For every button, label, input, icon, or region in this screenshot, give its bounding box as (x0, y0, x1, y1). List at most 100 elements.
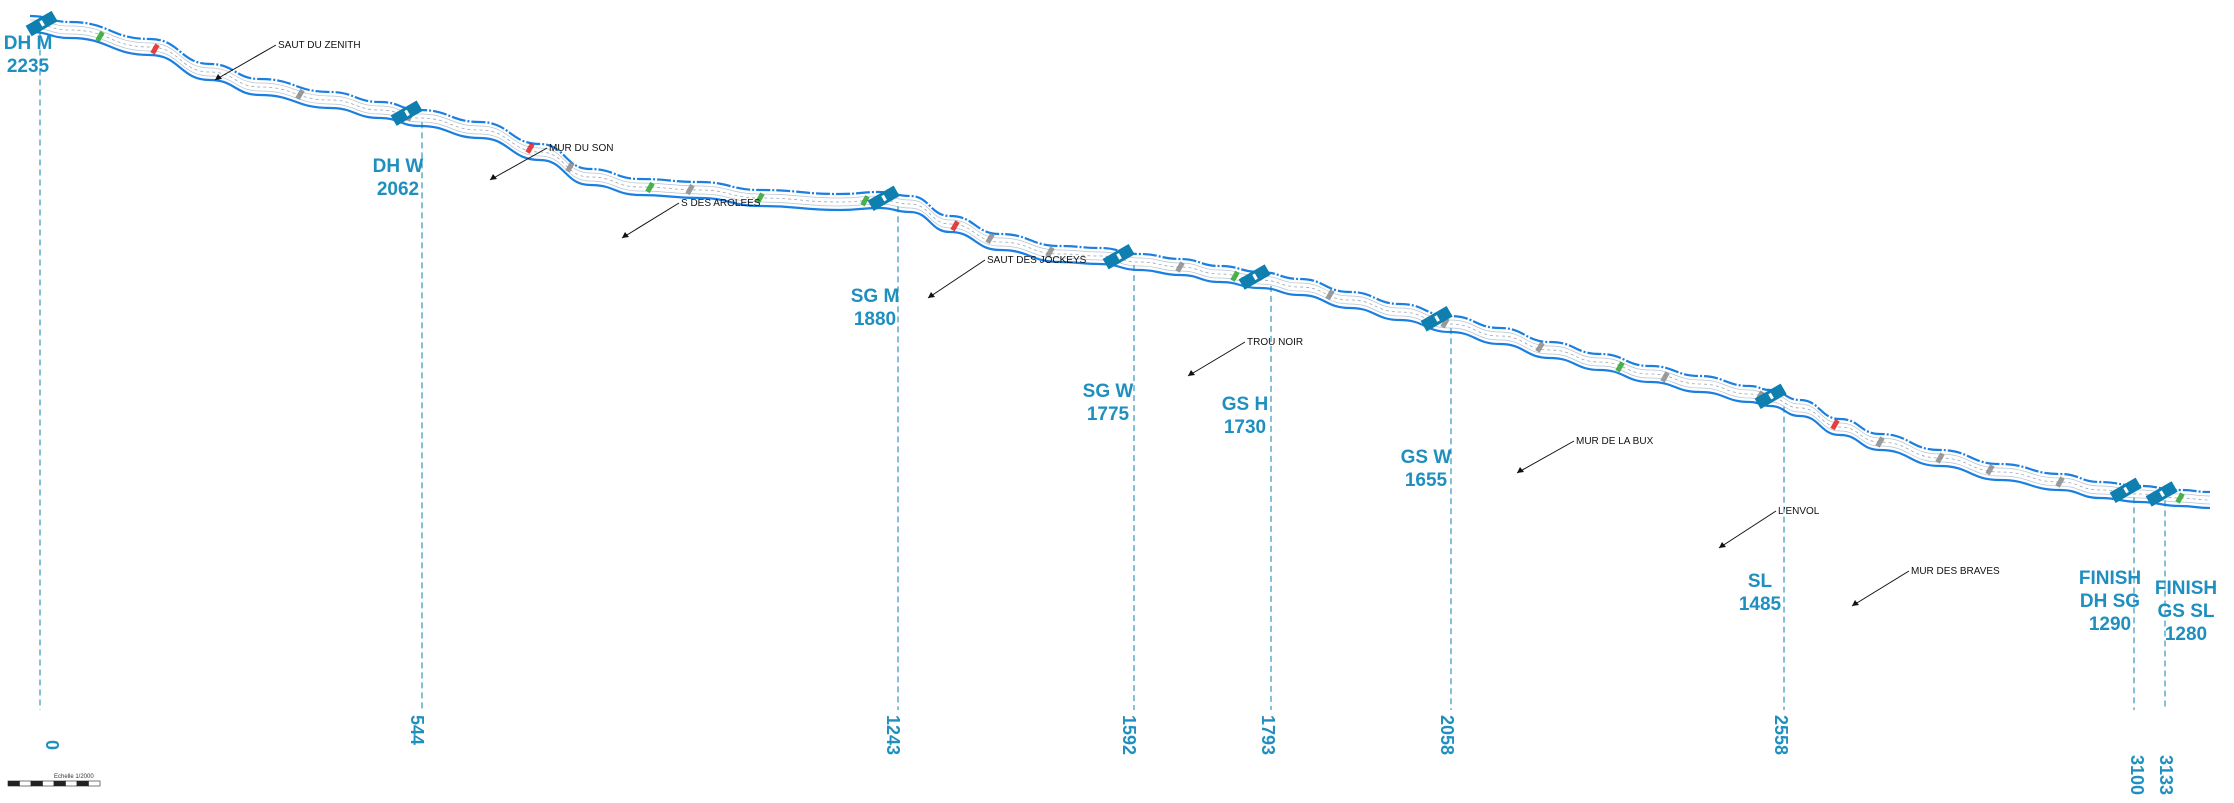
distance-label-finish-gs-sl: 3133 (2156, 755, 2176, 795)
gate-mark (2123, 486, 2129, 494)
section-pointer (1187, 341, 1246, 377)
section-label: MUR DU SON (549, 143, 613, 154)
scale-segment (7, 780, 20, 787)
section-pointer (489, 147, 548, 181)
gate-mark (39, 19, 45, 27)
gate-label-sl: SL 1485 (1739, 571, 1782, 615)
scale-segment (53, 780, 66, 787)
section-callout-mur-de-la-bux: MUR DE LA BUX (1516, 436, 1654, 474)
slope-marker (295, 88, 305, 101)
slope-marker (150, 43, 160, 55)
section-callout-saut-du-zenith: SAUT DU ZENITH (214, 40, 361, 81)
gate-labels: DH M 2235 DH W 2062 SG M 1880 SG W 1775 GS H 1730… (4, 33, 2217, 645)
distance-label-sl: 2558 (1771, 715, 1791, 755)
gate-altitude: 2235 (7, 56, 50, 77)
section-arrowhead (490, 174, 497, 180)
section-pointer (1718, 510, 1777, 549)
gate-name: FINISH (2079, 568, 2141, 589)
distance-label-finish-dh-sg: 3100 (2127, 755, 2147, 795)
section-label: SAUT DU ZENITH (278, 40, 361, 51)
section-arrowhead (215, 74, 222, 80)
slope-marker (95, 30, 105, 42)
slope-marker-tick (525, 142, 535, 154)
slope-marker-tick (1230, 270, 1240, 282)
scale-segment (19, 780, 32, 787)
slope-marker-tick (1535, 341, 1545, 353)
section-pointer (214, 44, 277, 81)
section-callout-saut-des-jockeys: SAUT DES JOCKEYS (927, 255, 1087, 299)
gate-dh-m (25, 10, 58, 37)
gate-label-finish-gs-sl: FINISH GS SL 1280 (2155, 578, 2217, 645)
gate-label-gs-h: GS H 1730 (1222, 394, 1268, 438)
distance-label-dh-m: 0 (42, 740, 62, 750)
gate-label-sg-m: SG M 1880 (851, 286, 900, 330)
slope-marker (1535, 341, 1545, 353)
fence-inner-line (29, 19, 2211, 497)
slope-marker-tick (860, 195, 870, 207)
slope-marker-tick (685, 183, 695, 196)
course-lower-edge (29, 30, 2211, 510)
slope-marker (685, 183, 695, 196)
gate-sl (1754, 383, 1787, 409)
section-label: TROU NOIR (1247, 337, 1303, 348)
gate-altitude: 2062 (377, 179, 419, 200)
slope-marker (1045, 246, 1055, 258)
gate-name: FINISH (2155, 578, 2217, 599)
gate-name: GS H (1222, 394, 1268, 415)
scale-segment (76, 780, 89, 787)
slope-marker-tick (755, 192, 765, 204)
slope-marker (1935, 452, 1945, 464)
section-arrowhead (1188, 370, 1195, 376)
slope-marker (2055, 476, 2065, 488)
gate-mark (1768, 392, 1774, 400)
slope-marker-tick (1875, 436, 1885, 448)
slope-marker-tick (1615, 361, 1625, 373)
section-callout-mur-du-son: MUR DU SON (489, 143, 613, 181)
slope-marker-tick (150, 43, 160, 55)
fence-outer-line (29, 27, 2211, 505)
distance-label-gs-w: 2058 (1437, 715, 1457, 755)
slope-marker (565, 161, 575, 173)
gate-name: GS W (1401, 447, 1452, 468)
gate-altitude: 1485 (1739, 594, 1782, 615)
slope-marker (645, 181, 655, 194)
gate-name: DH SG (2080, 591, 2140, 612)
distance-label-sg-w: 1592 (1119, 715, 1139, 755)
slope-marker-tick (1440, 317, 1450, 329)
gate-name: SL (1748, 571, 1773, 592)
slope-marker-tick (1045, 246, 1055, 258)
distance-label-sg-m: 1243 (883, 715, 903, 755)
slope-marker-tick (1660, 371, 1670, 383)
slope-marker (2175, 492, 2185, 504)
slope-marker (1440, 317, 1450, 329)
slope-marker-tick (565, 161, 575, 173)
gate-finish-dh-sg (2109, 477, 2142, 504)
slope-marker-tick (2175, 492, 2185, 504)
section-arrowhead (622, 232, 629, 238)
gate-finish-gs-sl (2145, 481, 2178, 507)
slope-marker-tick (295, 88, 305, 101)
gate-mark (2159, 490, 2165, 498)
gate-sg-w (1102, 243, 1135, 270)
section-label: MUR DES BRAVES (1911, 566, 2000, 577)
scale-segment (88, 780, 101, 787)
gate-name: SG M (851, 286, 900, 307)
slope-marker-tick (1935, 452, 1945, 464)
scale-segment (65, 780, 78, 787)
course-fence-lines (29, 19, 2211, 505)
section-label: S DES AROLEES (681, 198, 761, 209)
slope-marker (755, 192, 765, 204)
section-arrowhead (1852, 600, 1859, 606)
gate-altitude: 1290 (2089, 614, 2131, 635)
section-callout-s-des-arolees: S DES AROLEES (621, 198, 761, 239)
section-label: MUR DE LA BUX (1576, 436, 1654, 447)
slope-marker (1875, 436, 1885, 448)
slope-marker (985, 232, 995, 244)
gate-label-finish-dh-sg: FINISH DH SG 1290 (2079, 568, 2141, 635)
gate-altitude: 1775 (1087, 404, 1130, 425)
slope-marker (950, 220, 960, 232)
section-callout-trou-noir: TROU NOIR (1187, 337, 1303, 377)
start-gates (25, 10, 2178, 507)
slope-marker (860, 195, 870, 207)
